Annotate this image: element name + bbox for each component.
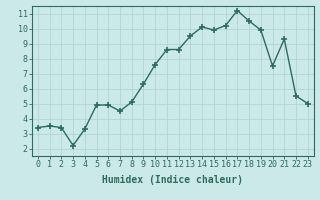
X-axis label: Humidex (Indice chaleur): Humidex (Indice chaleur) xyxy=(102,175,243,185)
